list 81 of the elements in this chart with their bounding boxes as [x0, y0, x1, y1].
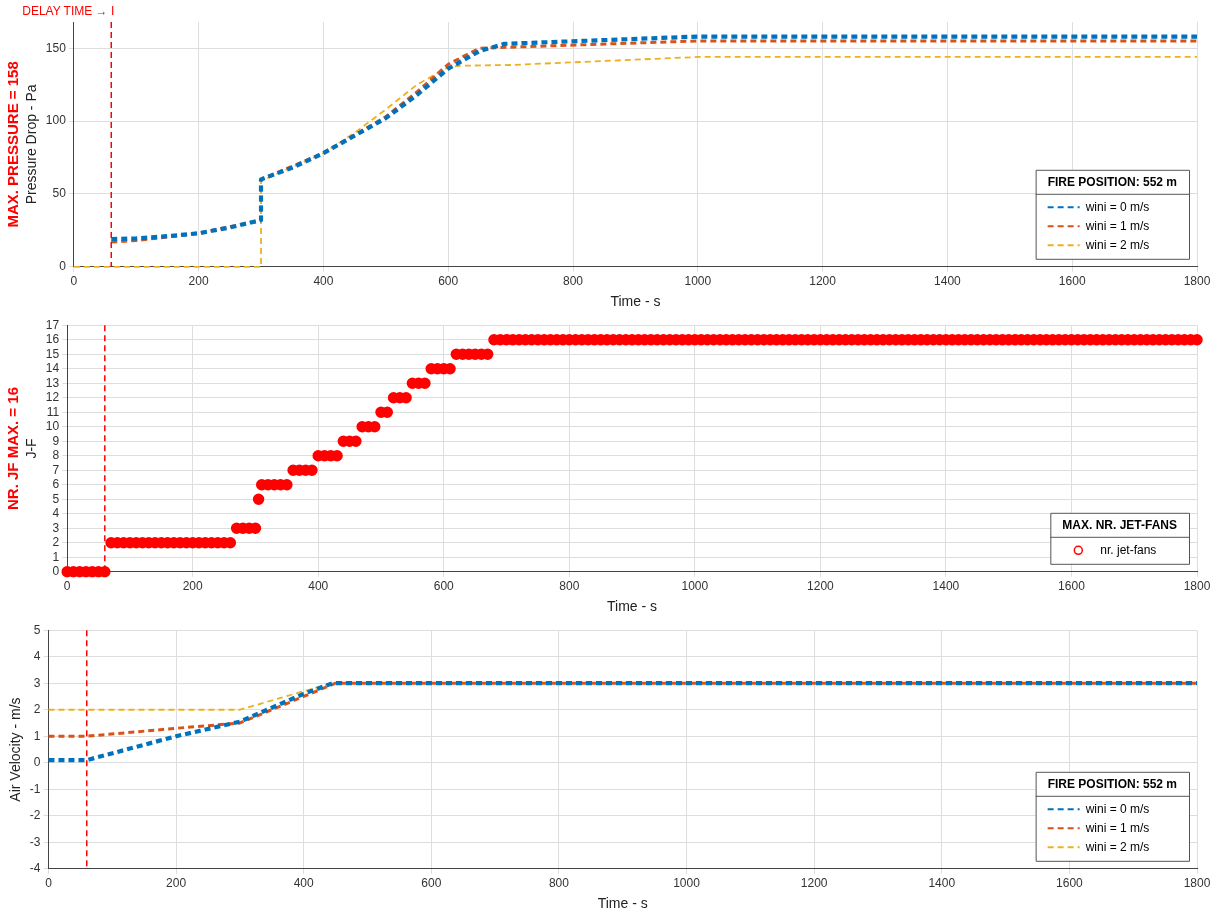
y-tick-label: 6: [52, 477, 60, 492]
legend-title: MAX. NR. JET-FANS: [1062, 518, 1177, 533]
y-tick-label: 4: [52, 506, 60, 521]
x-tick-label: 1000: [673, 876, 701, 891]
line-series: [46, 681, 1199, 738]
x-tick-label: 1000: [684, 274, 712, 289]
x-tick-label: 600: [438, 274, 459, 289]
y-tick-label: 8: [52, 448, 60, 463]
legend-title: FIRE POSITION: 552 m: [1047, 175, 1178, 190]
x-tick-label: 1400: [928, 876, 956, 891]
line-series: [46, 681, 1200, 763]
y-tick-label: 13: [45, 375, 60, 390]
y-tick-label: -1: [29, 781, 41, 796]
x-tick-label: 600: [433, 579, 455, 594]
y-tick-label: 50: [52, 186, 67, 201]
y-tick-label: 14: [45, 361, 60, 376]
y-tick-label: 3: [33, 675, 41, 690]
x-tick-label: 1000: [681, 579, 709, 594]
x-tick-label: 200: [188, 274, 209, 289]
x-tick-label: 200: [182, 579, 204, 594]
y-tick-label: 4: [33, 649, 41, 664]
y-tick-label: 16: [45, 332, 60, 347]
y-tick-label: 15: [45, 346, 60, 361]
x-axis-title: Time - s: [607, 598, 658, 615]
y-tick-label: -4: [29, 861, 41, 876]
x-tick-label: 1600: [1058, 274, 1086, 289]
x-tick-label: 1200: [800, 876, 828, 891]
y-tick-label: 10: [45, 419, 60, 434]
y-tick-label: 5: [52, 491, 60, 506]
x-tick-label: 800: [548, 876, 570, 891]
x-tick-label: 400: [313, 274, 334, 289]
y-tick-label: 1: [52, 549, 60, 564]
y-tick-label: 100: [45, 113, 67, 128]
x-tick-label: 1400: [934, 274, 962, 289]
y-tick-label: 150: [45, 40, 67, 55]
legend-label: wini = 1 m/s: [1084, 820, 1150, 835]
x-tick-label: 0: [70, 274, 78, 289]
y-tick-label: 12: [45, 390, 60, 405]
x-axis-title: Time - s: [610, 293, 661, 310]
y-axis-title: Pressure Drop - Pa: [23, 84, 40, 205]
y-tick-label: 2: [33, 702, 41, 717]
y-axis-title: Air Velocity - m/s: [7, 697, 24, 802]
text: NR. JF MAX. = 16: [4, 387, 22, 510]
x-tick-label: 800: [559, 579, 580, 594]
x-tick-label: 1400: [932, 579, 960, 594]
legend-label: wini = 0 m/s: [1084, 801, 1150, 816]
y-tick-label: 0: [52, 564, 60, 579]
legend-title: FIRE POSITION: 552 m: [1047, 777, 1178, 792]
y-tick-label: 7: [52, 462, 60, 477]
x-tick-label: 600: [421, 876, 442, 891]
y-tick-label: 5: [33, 622, 41, 637]
x-tick-label: 1800: [1183, 274, 1211, 289]
y-tick-label: 11: [46, 404, 60, 419]
legend-label: wini = 2 m/s: [1084, 839, 1150, 854]
text: MAX. PRESSURE = 158: [4, 61, 22, 228]
y-tick-label: 9: [52, 433, 60, 448]
y-tick-label: 3: [52, 520, 60, 535]
y-tick-label: 1: [33, 728, 41, 743]
x-tick-label: 400: [293, 876, 315, 891]
legend-label: wini = 1 m/s: [1084, 218, 1150, 233]
x-tick-label: 1600: [1056, 876, 1084, 891]
y-tick-label: 2: [52, 535, 60, 550]
x-axis-title: Time - s: [597, 895, 648, 912]
y-tick-label: -3: [29, 834, 41, 849]
y-tick-label: 17: [45, 317, 60, 332]
x-tick-label: 400: [308, 579, 329, 594]
legend-label: nr. jet-fans: [1100, 542, 1157, 557]
x-tick-label: 200: [166, 876, 187, 891]
x-tick-label: 1600: [1058, 579, 1086, 594]
y-tick-label: -2: [29, 808, 41, 823]
x-tick-label: 1200: [809, 274, 837, 289]
y-tick-label: 0: [59, 259, 67, 274]
x-tick-label: 1800: [1183, 876, 1211, 891]
y-tick-label: 0: [33, 755, 41, 770]
ref-line-label: DELAY TIME → I: [22, 4, 115, 19]
x-tick-label: 800: [563, 274, 584, 289]
x-tick-label: 1200: [807, 579, 835, 594]
legend-label: wini = 0 m/s: [1084, 199, 1150, 214]
legend-label: wini = 2 m/s: [1084, 237, 1150, 252]
x-tick-label: 1800: [1183, 579, 1211, 594]
y-axis-title: J-F: [23, 438, 40, 459]
